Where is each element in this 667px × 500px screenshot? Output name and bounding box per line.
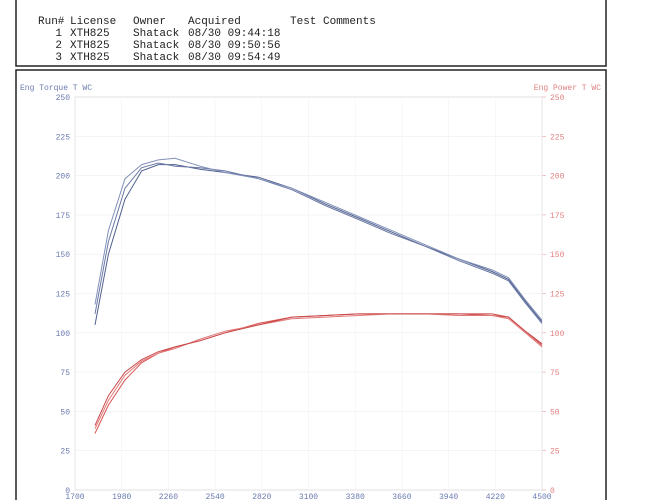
y-tick-label: 250 — [56, 94, 71, 103]
table-cell: Shatack — [133, 28, 180, 40]
x-tick-label: 2540 — [205, 493, 224, 500]
y-tick-label: 50 — [60, 408, 70, 417]
y2-tick-label: 50 — [550, 408, 560, 417]
table-cell: 08/30 09:50:56 — [188, 40, 280, 52]
x-tick-label: 3660 — [392, 493, 411, 500]
y-tick-label: 0 — [65, 487, 70, 496]
x-tick-label: 2820 — [252, 493, 271, 500]
y2-tick-label: 200 — [550, 173, 565, 182]
series-line — [94, 313, 543, 429]
series-line — [94, 162, 543, 324]
table-cell: Shatack — [133, 40, 180, 52]
x-tick-label: 1980 — [112, 493, 131, 500]
table-cell: 2 — [55, 40, 62, 52]
y2-tick-label: 25 — [550, 448, 560, 457]
run-table: Run# License Owner Acquired Test Comments 1 XT… — [38, 16, 376, 64]
y2-tick-label: 225 — [550, 133, 565, 142]
table-cell: 3 — [55, 52, 62, 64]
y-tick-label: 100 — [56, 330, 71, 339]
y2-tick-label: 150 — [550, 251, 565, 260]
x-tick-label: 4220 — [486, 493, 505, 500]
table-cell: 08/30 09:54:49 — [188, 52, 280, 64]
table-header: Acquired — [188, 16, 241, 28]
y-tick-label: 125 — [56, 291, 71, 300]
x-tick-label: 3380 — [346, 493, 365, 500]
series-line — [94, 313, 543, 434]
y-tick-label: 25 — [60, 448, 70, 457]
y-tick-label: 150 — [56, 251, 71, 260]
y2-tick-label: 250 — [550, 94, 565, 103]
x-tick-label: 2260 — [159, 493, 178, 500]
table-header: License — [70, 16, 116, 28]
table-cell: Shatack — [133, 52, 180, 64]
x-tick-label: 3100 — [299, 493, 318, 500]
y2-axis-label: Eng Power T WC — [534, 84, 601, 93]
x-tick-label: 3940 — [439, 493, 458, 500]
y-axis-label: Eng Torque T WC — [20, 84, 92, 93]
chart-frame — [15, 69, 607, 500]
table-header: Run# — [38, 16, 65, 28]
table-cell: 1 — [55, 28, 62, 40]
y2-tick-label: 125 — [550, 291, 565, 300]
y-tick-label: 75 — [60, 369, 70, 378]
table-header: Owner — [133, 16, 166, 28]
axes: Eng Torque T WC Eng Power T WC 0 25 50 75 10… — [20, 84, 601, 500]
x-tick-label: 4500 — [532, 493, 551, 500]
series-line — [94, 157, 543, 321]
table-cell: 08/30 09:44:18 — [188, 28, 280, 40]
y2-tick-label: 0 — [550, 487, 555, 496]
table-frame — [15, 0, 607, 67]
table-cell: XTH825 — [70, 40, 110, 52]
table-cell: XTH825 — [70, 28, 110, 40]
y-tick-label: 175 — [56, 212, 71, 221]
y2-tick-label: 75 — [550, 369, 560, 378]
table-header: Test Comments — [290, 16, 376, 28]
y2-tick-label: 175 — [550, 212, 565, 221]
y-tick-label: 200 — [56, 173, 71, 182]
series-line — [94, 313, 543, 426]
x-tick-label: 1700 — [65, 493, 84, 500]
y2-tick-label: 100 — [550, 330, 565, 339]
y-tick-label: 225 — [56, 133, 71, 142]
series-line — [94, 164, 543, 325]
table-cell: XTH825 — [70, 52, 110, 64]
